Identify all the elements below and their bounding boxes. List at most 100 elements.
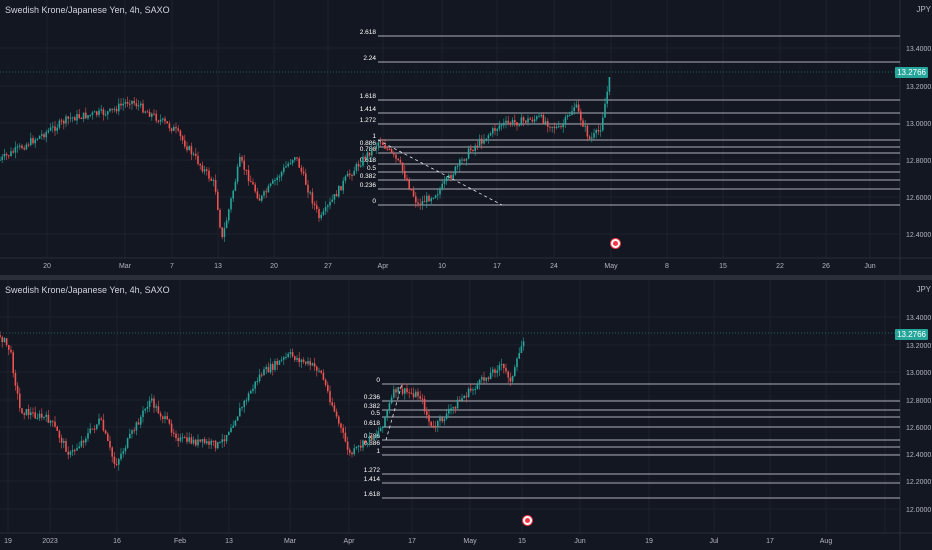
- candle-body: [129, 103, 131, 105]
- chart-pane-bottom[interactable]: 13.4000 13.2000 13.0000 12.8000 12.6000 12.40…: [0, 280, 932, 550]
- candle-body: [173, 126, 175, 131]
- candle-body: [362, 440, 364, 448]
- fib-level-label: 0.618: [360, 157, 377, 164]
- candle-body: [36, 417, 39, 419]
- time-tick-label: 22: [776, 263, 784, 270]
- candle-body: [14, 373, 17, 386]
- candle-body: [300, 167, 303, 172]
- candle-body: [206, 169, 208, 171]
- candle-body: [410, 392, 413, 394]
- candle-body: [212, 440, 215, 442]
- candle-body: [342, 180, 344, 191]
- candle-body: [258, 374, 261, 382]
- candle-body: [212, 179, 215, 181]
- candle-body: [65, 116, 67, 124]
- symbol-title[interactable]: Swedish Krone/Japanese Yen, 4h, SAXO: [5, 5, 170, 15]
- candle-body: [437, 420, 439, 428]
- candle-body: [287, 163, 289, 167]
- candle-body: [280, 359, 283, 361]
- candle-body: [401, 389, 404, 394]
- candle-body: [267, 185, 270, 193]
- candle-body: [494, 369, 496, 373]
- candle-body: [555, 126, 558, 129]
- candle-body: [485, 138, 487, 140]
- time-tick-label: 8: [665, 263, 669, 270]
- candle-body: [459, 159, 461, 166]
- candle-body: [269, 364, 272, 373]
- candle-body: [58, 120, 61, 128]
- time-tick-label: 17: [766, 538, 774, 545]
- earnings-flag-icon[interactable]: [610, 238, 621, 249]
- candle-body: [192, 153, 195, 155]
- candle-body: [245, 400, 248, 402]
- candle-body: [580, 111, 582, 121]
- candle-body: [85, 112, 87, 119]
- candle-body: [487, 377, 490, 380]
- candle-body: [520, 346, 523, 354]
- pane-divider[interactable]: [0, 275, 932, 280]
- candle-body: [452, 407, 454, 409]
- candle-body: [368, 152, 371, 156]
- candle-body: [118, 459, 120, 465]
- candle-body: [74, 450, 76, 452]
- candle-body: [239, 156, 241, 167]
- price-chart-top[interactable]: 13.4000 13.2000 13.0000 12.8000 12.6000 12.40…: [0, 0, 932, 275]
- candle-body: [151, 113, 153, 117]
- candle-body: [503, 122, 505, 126]
- candle-body: [404, 388, 406, 394]
- earnings-flag-icon[interactable]: [522, 515, 533, 526]
- candle-body: [131, 100, 133, 105]
- time-tick-label: 16: [113, 538, 121, 545]
- candle-body: [481, 377, 483, 380]
- candle-body: [397, 387, 399, 393]
- candle-body: [485, 377, 487, 381]
- candle-body: [445, 413, 448, 419]
- candle-body: [588, 136, 591, 139]
- candle-body: [331, 402, 333, 406]
- candle-body: [104, 114, 107, 116]
- candle-body: [184, 140, 186, 147]
- candle-body: [69, 117, 72, 119]
- candle-body: [551, 126, 553, 128]
- candle-body: [386, 410, 388, 417]
- candle-body: [441, 417, 443, 422]
- candle-body: [443, 418, 446, 422]
- candle-body: [544, 121, 547, 124]
- fib-level-label: 2.24: [363, 55, 376, 62]
- fib-level-label: 1.272: [364, 467, 381, 474]
- candle-body: [219, 209, 221, 228]
- price-chart-bottom[interactable]: 13.4000 13.2000 13.0000 12.8000 12.6000 12.40…: [0, 280, 932, 550]
- candle-body: [208, 170, 210, 179]
- candle-body: [67, 116, 69, 119]
- candle-body: [456, 165, 459, 167]
- candle-body: [175, 126, 177, 129]
- chart-pane-top[interactable]: 13.4000 13.2000 13.0000 12.8000 12.6000 12.40…: [0, 0, 932, 275]
- candle-body: [96, 111, 98, 115]
- candle-body: [85, 438, 87, 443]
- candle-body: [467, 388, 470, 398]
- candle-body: [366, 442, 369, 444]
- candle-body: [203, 169, 206, 172]
- time-tick-label: 15: [719, 263, 727, 270]
- candle-body: [113, 108, 116, 110]
- candle-body: [111, 108, 113, 110]
- candle-body: [566, 115, 569, 118]
- candle-body: [595, 129, 597, 134]
- candle-body: [186, 146, 188, 151]
- candle-body: [120, 453, 122, 460]
- candle-body: [569, 114, 571, 116]
- candle-body: [507, 371, 509, 378]
- price-tick-label: 13.4000: [906, 315, 931, 322]
- candle-body: [115, 108, 118, 112]
- candle-body: [16, 385, 19, 394]
- candle-body: [159, 413, 162, 417]
- candle-body: [542, 114, 545, 124]
- candle-body: [1, 156, 3, 160]
- candle-body: [3, 153, 6, 157]
- symbol-title[interactable]: Swedish Krone/Japanese Yen, 4h, SAXO: [5, 285, 170, 295]
- candle-body: [371, 147, 373, 156]
- candle-body: [441, 183, 443, 190]
- candle-body: [426, 195, 428, 203]
- candle-body: [144, 408, 146, 411]
- candle-body: [428, 415, 430, 422]
